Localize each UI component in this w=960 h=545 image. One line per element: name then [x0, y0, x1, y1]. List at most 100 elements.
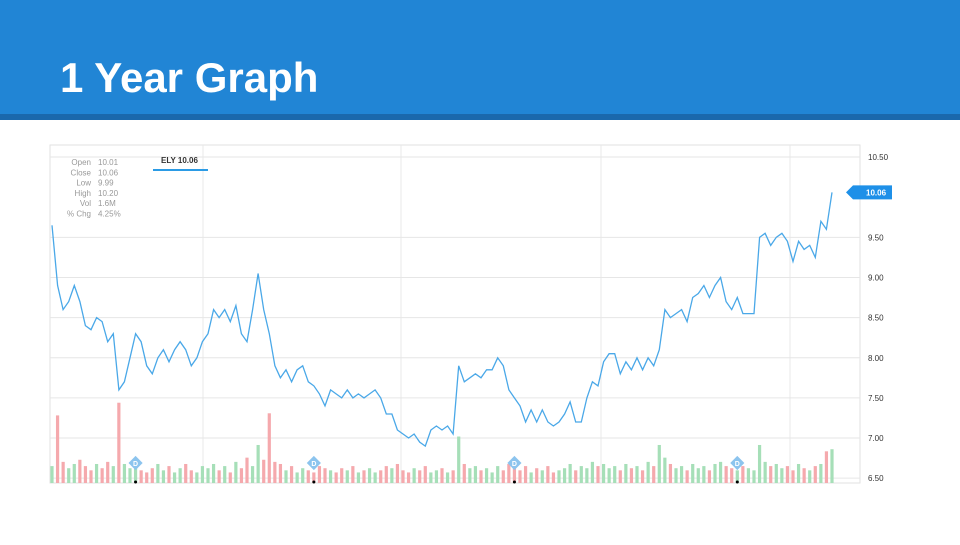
volume-bar [379, 470, 383, 483]
volume-bar [217, 470, 221, 483]
volume-bar [362, 470, 366, 483]
volume-bar [345, 470, 349, 483]
volume-bar [473, 466, 478, 483]
volume-bar [133, 466, 138, 483]
stat-value: 10.01 [98, 158, 119, 167]
volume-bar [702, 466, 706, 483]
volume-bar [401, 470, 405, 483]
volume-bar [808, 470, 812, 483]
volume-bar [200, 466, 205, 483]
volume-bar [128, 468, 132, 483]
header-strip [0, 114, 960, 120]
volume-bar [72, 463, 76, 483]
volume-bar [601, 463, 606, 483]
volume-bar [100, 468, 104, 483]
dividend-dot [735, 480, 739, 484]
volume-bar [652, 466, 656, 483]
volume-bar [718, 461, 723, 483]
volume-bar [267, 413, 271, 483]
volume-bar [457, 436, 461, 483]
volume-bar [234, 461, 238, 483]
y-tick-label: 6.50 [868, 474, 884, 483]
plot-frame [49, 144, 861, 484]
volume-bar [61, 461, 65, 483]
volume-bar [172, 472, 177, 483]
volume-bar [574, 470, 578, 483]
volume-bar [535, 468, 539, 483]
volume-bar [540, 470, 544, 483]
volume-bar [312, 472, 316, 483]
volume-bar [696, 468, 700, 483]
volume-bar [167, 466, 171, 483]
volume-bar [351, 466, 355, 483]
dividend-dot [134, 480, 138, 484]
volume-bar [629, 468, 634, 483]
volume-bar [802, 468, 806, 483]
volume-bar [585, 468, 589, 483]
volume-bar [195, 472, 199, 483]
volume-bar [262, 459, 266, 483]
price-tag-label: 10.06 [866, 188, 887, 197]
y-tick-label: 8.00 [868, 354, 884, 363]
dividend-label: D [311, 461, 316, 468]
volume-bar [824, 451, 829, 483]
volume-bar [150, 468, 154, 483]
volume-bar [189, 470, 193, 483]
volume-bar [529, 472, 533, 483]
volume-bar [289, 466, 294, 483]
volume-bar [813, 466, 817, 483]
volume-bar [551, 472, 556, 483]
volume-bar [657, 444, 661, 483]
stat-label: High [75, 189, 91, 198]
volume-bar [406, 472, 411, 483]
volume-bar [707, 470, 712, 483]
volume-bar [206, 468, 210, 483]
volume-bar [390, 468, 394, 483]
volume-bar [624, 463, 628, 483]
volume-bar [111, 466, 115, 483]
stat-value: 1.6M [98, 199, 116, 208]
volume-bar [557, 470, 561, 483]
volume-bar [295, 472, 299, 483]
header-bar [0, 0, 960, 114]
volume-bar [223, 466, 227, 483]
volume-bar [546, 466, 550, 483]
volume-bar [752, 470, 756, 483]
volume-bar [568, 463, 572, 483]
volume-bar [618, 470, 622, 483]
volume-bar [83, 466, 88, 483]
volume-bar [713, 463, 717, 483]
volume-bar [306, 470, 310, 483]
volume-bar [384, 466, 388, 483]
dividend-marker [306, 455, 321, 471]
volume-bar [819, 463, 823, 483]
legend-entry: ELY 10.06 [161, 156, 198, 165]
volume-bar [67, 468, 71, 483]
volume-bar [679, 466, 684, 483]
stat-value: 9.99 [98, 179, 114, 188]
volume-bar [780, 468, 784, 483]
volume-bar [412, 468, 416, 483]
volume-bar [434, 470, 439, 483]
volume-bar [507, 463, 511, 483]
volume-bar [763, 461, 767, 483]
volume-bar [250, 466, 255, 483]
volume-bar [512, 468, 517, 483]
volume-bar [94, 463, 99, 483]
volume-bar [367, 468, 372, 483]
volume-bar [145, 472, 149, 483]
volume-bar [674, 468, 678, 483]
dividend-dot [312, 480, 316, 484]
volume-bar [523, 466, 528, 483]
volume-bar [501, 470, 505, 483]
volume-bar [668, 463, 673, 483]
volume-bar [663, 457, 667, 483]
volume-bar [78, 459, 82, 483]
volume-bar [590, 461, 595, 483]
volume-bar [161, 470, 166, 483]
volume-bar [646, 461, 650, 483]
stat-value: 10.20 [98, 189, 119, 198]
volume-bar [356, 472, 361, 483]
grid [50, 156, 860, 479]
